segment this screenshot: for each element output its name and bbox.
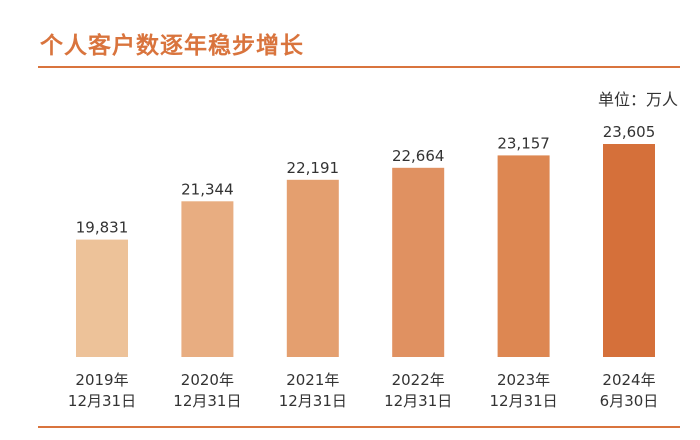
value-label-4: 23,157 xyxy=(497,134,550,152)
value-label-1: 21,344 xyxy=(181,180,234,198)
title-divider xyxy=(38,66,680,68)
category-label-2-0: 2021年 xyxy=(286,371,339,389)
value-label-3: 22,664 xyxy=(392,147,445,165)
category-label-4-1: 12月31日 xyxy=(490,392,558,410)
value-label-2: 22,191 xyxy=(287,159,340,177)
bar-5 xyxy=(603,144,655,357)
category-label-3-0: 2022年 xyxy=(392,371,445,389)
bottom-divider xyxy=(38,426,680,428)
bar-4 xyxy=(497,155,550,357)
category-label-5-0: 2024年 xyxy=(602,371,655,389)
chart-title: 个人客户数逐年稳步增长 xyxy=(40,33,304,59)
category-label-1-1: 12月31日 xyxy=(173,392,241,410)
category-label-4-0: 2023年 xyxy=(497,371,550,389)
bar-3 xyxy=(392,167,445,357)
unit-label: 单位：万人 xyxy=(597,90,678,109)
bar-1 xyxy=(181,201,234,357)
category-label-0-0: 2019年 xyxy=(75,371,128,389)
bar-0 xyxy=(76,239,128,357)
category-label-1-0: 2020年 xyxy=(181,371,234,389)
category-label-2-1: 12月31日 xyxy=(279,392,347,410)
category-label-0-1: 12月31日 xyxy=(68,392,136,410)
category-label-3-1: 12月31日 xyxy=(384,392,452,410)
value-label-5: 23,605 xyxy=(603,123,656,141)
category-label-5-1: 6月30日 xyxy=(600,392,659,410)
bar-2 xyxy=(286,179,339,357)
value-label-0: 19,831 xyxy=(76,219,129,237)
